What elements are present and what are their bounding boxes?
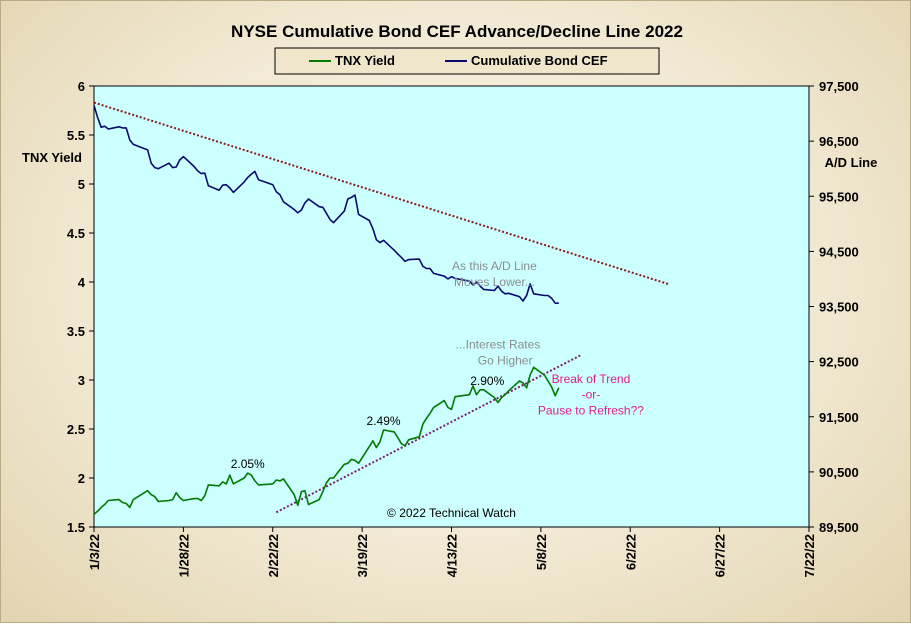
y-left-tick-label: 2: [78, 471, 85, 486]
annotation-2-90: 2.90%: [470, 374, 504, 388]
annotation-as-this-a-d-line: As this A/D Line: [452, 259, 537, 273]
x-tick-label: 2/22/22: [266, 534, 281, 577]
legend-label-tnx-yield: TNX Yield: [335, 53, 395, 68]
x-tick-label: 6/27/22: [713, 534, 728, 577]
y-right-tick-label: 96,500: [819, 134, 859, 149]
x-tick-label: 5/8/22: [534, 534, 549, 570]
y-left-tick-label: 1.5: [67, 520, 85, 535]
series-line-cumulative-bond-cef: [93, 105, 559, 305]
y-left-tick-label: 3: [78, 373, 85, 388]
legend-label-cumulative-bond-cef: Cumulative Bond CEF: [471, 53, 608, 68]
y-left-tick-label: 3.5: [67, 324, 85, 339]
y-right-tick-label: 92,500: [819, 355, 859, 370]
annotation-or: -or-: [582, 388, 601, 402]
x-tick-label: 6/2/22: [623, 534, 638, 570]
y-right-tick-label: 91,500: [819, 410, 859, 425]
annotation-2022-technical-watch: © 2022 Technical Watch: [387, 506, 516, 520]
annotation-2-49: 2.49%: [367, 414, 401, 428]
annotation-2-05: 2.05%: [231, 457, 265, 471]
y-axis-right-label: A/D Line: [825, 155, 878, 170]
y-right-tick-label: 89,500: [819, 520, 859, 535]
annotation-moves-lower: Moves Lower...: [454, 275, 535, 289]
y-right-tick-label: 97,500: [819, 79, 859, 94]
y-axis-left: 6 5.5 5 4.5 4 3.5 3 2.5 2 1.5: [67, 79, 94, 535]
trendlines: [93, 101, 670, 514]
x-tick-label: 1/3/22: [87, 534, 102, 570]
x-axis: 1/3/22 1/28/22 2/22/22 3/19/22 4/13/22 5/8/22…: [87, 527, 817, 577]
annotation-go-higher: Go Higher: [478, 353, 533, 367]
y-right-tick-label: 93,500: [819, 300, 859, 315]
trendline-yield-uptrend: [275, 354, 581, 514]
x-tick-label: 1/28/22: [176, 534, 191, 577]
y-left-tick-label: 4: [78, 275, 86, 290]
chart-title: NYSE Cumulative Bond CEF Advance/Decline…: [231, 22, 683, 41]
x-tick-label: 3/19/22: [355, 534, 370, 577]
y-left-tick-label: 5: [78, 177, 85, 192]
y-left-tick-label: 2.5: [67, 422, 85, 437]
legend: TNX Yield Cumulative Bond CEF: [274, 47, 660, 75]
annotations: As this A/D Line Moves Lower... ...Interes…: [231, 259, 645, 520]
y-right-tick-label: 90,500: [819, 465, 859, 480]
trendline-a-d-downtrend: [93, 101, 670, 286]
series-line-tnx-yield: [93, 366, 560, 515]
y-left-tick-label: 5.5: [67, 128, 85, 143]
y-left-tick-label: 4.5: [67, 226, 85, 241]
annotation-break-of-trend: Break of Trend: [552, 372, 631, 386]
y-axis-left-label: TNX Yield: [22, 150, 82, 165]
y-right-tick-label: 95,500: [819, 189, 859, 204]
y-left-tick-label: 6: [78, 79, 85, 94]
y-right-tick-label: 94,500: [819, 244, 859, 259]
x-tick-label: 4/13/22: [445, 534, 460, 577]
plot-area: [93, 85, 810, 528]
series-lines: [93, 105, 560, 515]
y-axis-right: 97,500 96,500 95,500 94,500 93,500 92,500 91,5…: [809, 79, 859, 535]
annotation-interest-rates: ...Interest Rates: [456, 338, 541, 352]
annotation-pause-to-refresh: Pause to Refresh??: [538, 403, 644, 417]
x-tick-label: 7/22/22: [802, 534, 817, 577]
